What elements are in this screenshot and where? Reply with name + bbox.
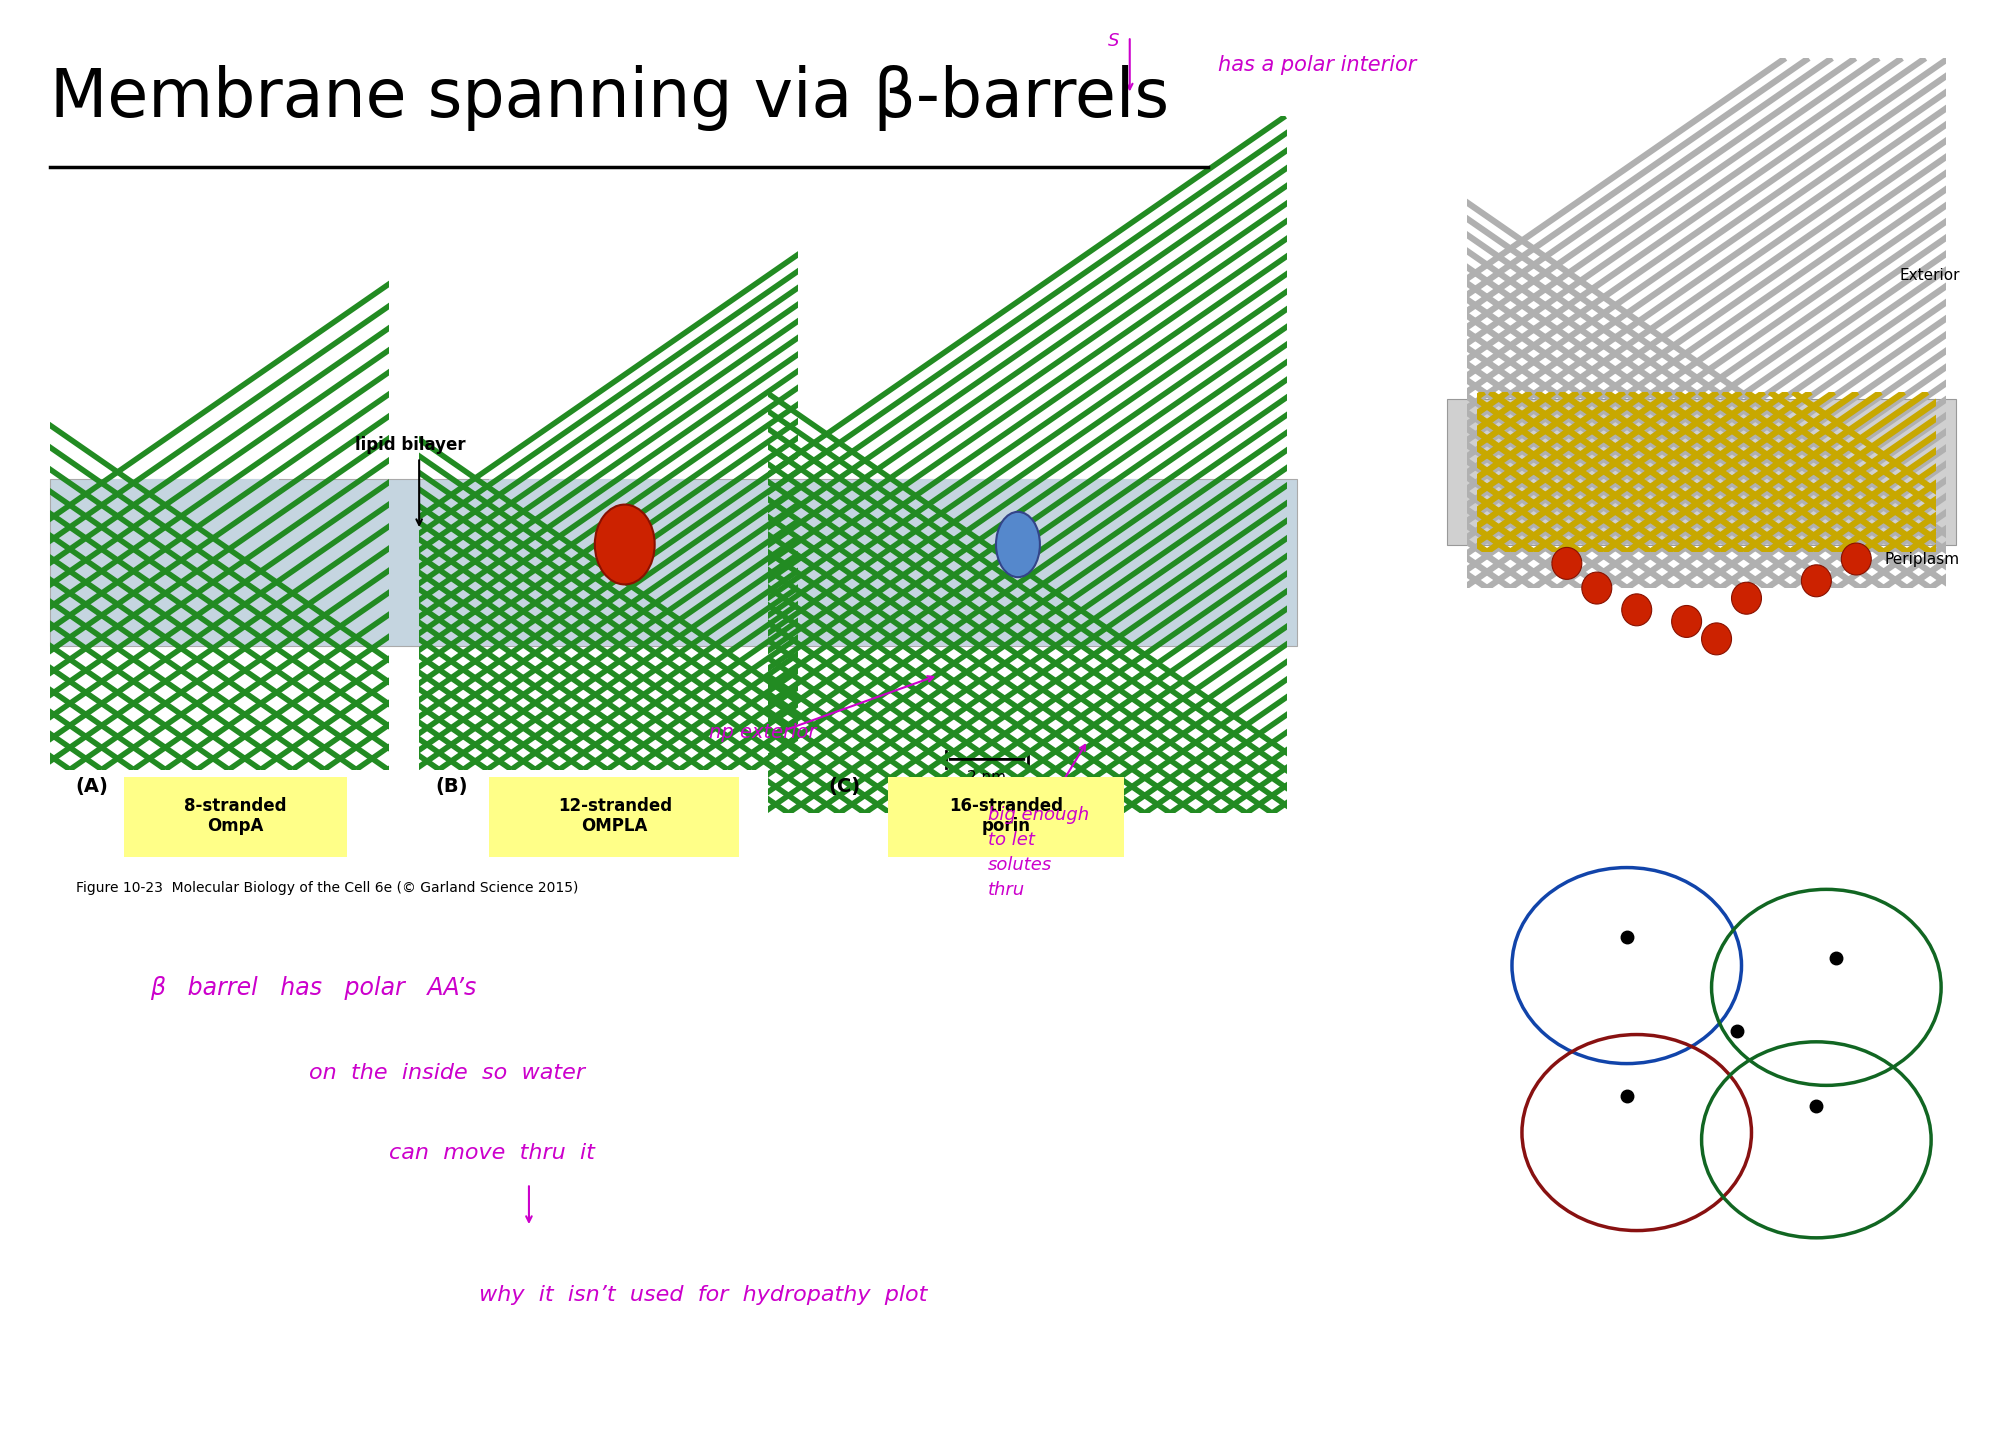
Bar xyxy=(50,479,1297,646)
Ellipse shape xyxy=(1731,582,1762,614)
Ellipse shape xyxy=(595,505,655,584)
Text: Exterior: Exterior xyxy=(1900,269,1960,283)
Ellipse shape xyxy=(1553,547,1581,579)
Text: S: S xyxy=(1108,32,1120,49)
Bar xyxy=(888,777,1124,857)
Text: 2 nm: 2 nm xyxy=(966,770,1006,784)
Ellipse shape xyxy=(1800,565,1832,597)
Text: (A): (A) xyxy=(76,777,108,796)
Bar xyxy=(489,777,739,857)
Ellipse shape xyxy=(1581,572,1613,604)
Text: on  the  inside  so  water: on the inside so water xyxy=(309,1063,585,1083)
Text: β   barrel   has   polar   AA’s: β barrel has polar AA’s xyxy=(150,976,475,1000)
Ellipse shape xyxy=(1621,594,1651,626)
Text: (B): (B) xyxy=(435,777,467,796)
Ellipse shape xyxy=(1701,623,1731,655)
Ellipse shape xyxy=(996,513,1040,578)
Bar xyxy=(124,777,347,857)
Text: can  move  thru  it: can move thru it xyxy=(389,1143,595,1163)
Text: 8-stranded
OmpA: 8-stranded OmpA xyxy=(184,797,287,835)
Bar xyxy=(1447,399,1956,544)
Text: lipid bilayer: lipid bilayer xyxy=(355,436,465,453)
Text: has a polar interior: has a polar interior xyxy=(1218,55,1415,76)
Ellipse shape xyxy=(1671,605,1701,637)
Ellipse shape xyxy=(1840,543,1872,575)
Text: Figure 10-23  Molecular Biology of the Cell 6e (© Garland Science 2015): Figure 10-23 Molecular Biology of the Ce… xyxy=(76,881,579,896)
Bar xyxy=(110,479,279,646)
Text: 16-stranded
porin: 16-stranded porin xyxy=(948,797,1064,835)
Text: np exterior: np exterior xyxy=(709,723,816,742)
Bar xyxy=(489,479,689,646)
Text: Periplasm: Periplasm xyxy=(1884,552,1960,566)
Text: (C): (C) xyxy=(828,777,860,796)
Text: why  it  isn’t  used  for  hydropathy  plot: why it isn’t used for hydropathy plot xyxy=(479,1285,928,1305)
Bar xyxy=(868,479,1148,646)
Text: big enough
to let
solutes
thru: big enough to let solutes thru xyxy=(988,806,1090,899)
Text: 12-stranded
OMPLA: 12-stranded OMPLA xyxy=(557,797,673,835)
Text: Membrane spanning via β-barrels: Membrane spanning via β-barrels xyxy=(50,65,1170,131)
